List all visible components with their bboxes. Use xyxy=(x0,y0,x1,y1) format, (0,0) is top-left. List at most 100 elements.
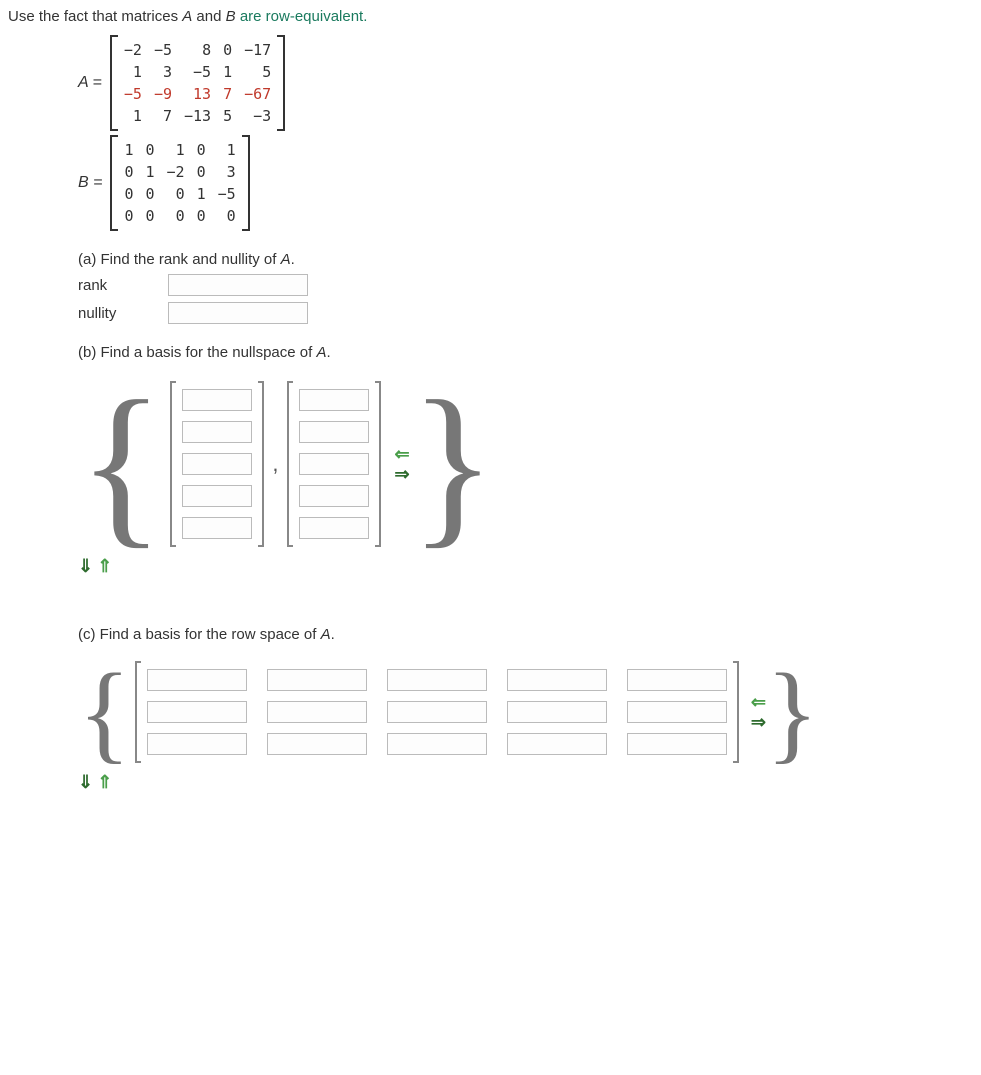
matrix-a-label: A = xyxy=(78,74,102,92)
nullspace-entry[interactable] xyxy=(182,485,252,507)
rowspace-entry[interactable] xyxy=(507,669,607,691)
rowspace-entry[interactable] xyxy=(387,701,487,723)
nullity-label: nullity xyxy=(78,305,168,322)
nullspace-entry[interactable] xyxy=(182,421,252,443)
arrow-left-icon[interactable]: ⇐ xyxy=(395,445,410,463)
matrix-cell: −5 xyxy=(118,83,148,105)
rowspace-entry[interactable] xyxy=(147,733,247,755)
matrix-cell: −2 xyxy=(161,161,191,183)
nullspace-entry[interactable] xyxy=(299,485,369,507)
prompt-A: A xyxy=(182,8,192,25)
matrix-cell: 0 xyxy=(217,39,238,61)
arrow-left-icon-c[interactable]: ⇐ xyxy=(751,693,766,711)
matrix-cell: 13 xyxy=(178,83,217,105)
nullspace-set: { , ⇐ ⇒ } xyxy=(78,381,973,547)
rowspace-entry[interactable] xyxy=(267,701,367,723)
nullspace-entry[interactable] xyxy=(182,389,252,411)
nullspace-entry[interactable] xyxy=(299,389,369,411)
matrix-cell: 3 xyxy=(148,61,178,83)
matrix-cell: 0 xyxy=(161,205,191,227)
matrix-cell: 1 xyxy=(118,61,148,83)
prompt-post: are row-equivalent. xyxy=(236,8,368,25)
col-arrows: ⇐ ⇒ xyxy=(395,445,410,483)
matrix-cell: −5 xyxy=(178,61,217,83)
matrix-cell: 5 xyxy=(217,105,238,127)
matrix-cell: 0 xyxy=(191,139,212,161)
matrix-cell: 0 xyxy=(140,183,161,205)
nullspace-entry[interactable] xyxy=(299,517,369,539)
matrix-cell: 1 xyxy=(118,139,139,161)
matrix-cell: −67 xyxy=(238,83,277,105)
matrix-row: 17−135−3 xyxy=(118,105,277,127)
matrix-cell: −5 xyxy=(212,183,242,205)
matrix-row: 13−515 xyxy=(118,61,277,83)
rowspace-entry[interactable] xyxy=(267,733,367,755)
matrix-cell: 1 xyxy=(217,61,238,83)
matrix-cell: 1 xyxy=(161,139,191,161)
rowspace-entry[interactable] xyxy=(627,669,727,691)
matrix-cell: 0 xyxy=(118,205,139,227)
rowspace-entry[interactable] xyxy=(267,669,367,691)
rank-label: rank xyxy=(78,277,168,294)
part-b: (b) Find a basis for the nullspace of A.… xyxy=(78,344,973,576)
rowspace-entry[interactable] xyxy=(387,733,487,755)
arrow-down-icon[interactable]: ⇓ xyxy=(78,556,93,576)
matrix-a-row: A = −2−580−1713−515−5−9137−6717−135−3 xyxy=(78,35,973,131)
nullspace-vector xyxy=(170,381,264,547)
rowspace-entry[interactable] xyxy=(627,701,727,723)
rank-input[interactable] xyxy=(168,274,308,296)
rowspace-entry[interactable] xyxy=(147,701,247,723)
prompt-line: Use the fact that matrices A and B are r… xyxy=(8,8,973,25)
part-a: (a) Find the rank and nullity of A. rank… xyxy=(78,251,973,324)
matrix-cell: −17 xyxy=(238,39,277,61)
matrix-cell: 0 xyxy=(118,183,139,205)
matrix-cell: −9 xyxy=(148,83,178,105)
rowspace-entry[interactable] xyxy=(147,669,247,691)
matrix-cell: 7 xyxy=(217,83,238,105)
rowspace-entry[interactable] xyxy=(387,669,487,691)
prompt-mid: and xyxy=(192,8,225,25)
rowspace-vector xyxy=(147,669,727,691)
matrix-cell: 0 xyxy=(140,139,161,161)
matrix-row: 00000 xyxy=(118,205,241,227)
prompt-B: B xyxy=(226,8,236,25)
arrow-down-icon-c[interactable]: ⇓ xyxy=(78,772,93,792)
right-brace: } xyxy=(410,392,496,536)
matrix-cell: −13 xyxy=(178,105,217,127)
rowspace-entry[interactable] xyxy=(507,701,607,723)
matrix-cell: 0 xyxy=(212,205,242,227)
rowspace-vector xyxy=(147,701,727,723)
matrix-cell: 0 xyxy=(140,205,161,227)
matrix-cell: 7 xyxy=(148,105,178,127)
matrix-row: −2−580−17 xyxy=(118,39,277,61)
nullspace-entry[interactable] xyxy=(299,421,369,443)
arrow-right-icon-c[interactable]: ⇒ xyxy=(751,713,766,731)
matrix-b: 1010101−2030001−500000 xyxy=(110,135,249,231)
rowspace-matrix xyxy=(135,661,739,763)
right-brace-c: } xyxy=(766,663,819,762)
matrix-cell: −2 xyxy=(118,39,148,61)
matrix-cell: 1 xyxy=(140,161,161,183)
prompt-pre: Use the fact that matrices xyxy=(8,8,182,25)
matrix-cell: 1 xyxy=(191,183,212,205)
matrix-b-label: B = xyxy=(78,174,102,192)
nullity-input[interactable] xyxy=(168,302,308,324)
left-brace: { xyxy=(78,392,164,536)
rowspace-vector xyxy=(147,733,727,755)
part-c: (c) Find a basis for the row space of A.… xyxy=(78,626,973,792)
arrow-right-icon[interactable]: ⇒ xyxy=(395,465,410,483)
arrow-up-icon[interactable]: ⇑ xyxy=(97,556,112,576)
part-b-heading: (b) Find a basis for the nullspace of A. xyxy=(78,344,973,361)
matrix-a: −2−580−1713−515−5−9137−6717−135−3 xyxy=(110,35,285,131)
matrix-cell: 3 xyxy=(212,161,242,183)
nullspace-entry[interactable] xyxy=(299,453,369,475)
arrow-up-icon-c[interactable]: ⇑ xyxy=(97,772,112,792)
left-brace-c: { xyxy=(78,663,131,762)
rowspace-entry[interactable] xyxy=(507,733,607,755)
matrix-row: −5−9137−67 xyxy=(118,83,277,105)
rowspace-entry[interactable] xyxy=(627,733,727,755)
nullspace-entry[interactable] xyxy=(182,517,252,539)
matrix-cell: 1 xyxy=(212,139,242,161)
nullspace-entry[interactable] xyxy=(182,453,252,475)
matrix-b-row: B = 1010101−2030001−500000 xyxy=(78,135,973,231)
